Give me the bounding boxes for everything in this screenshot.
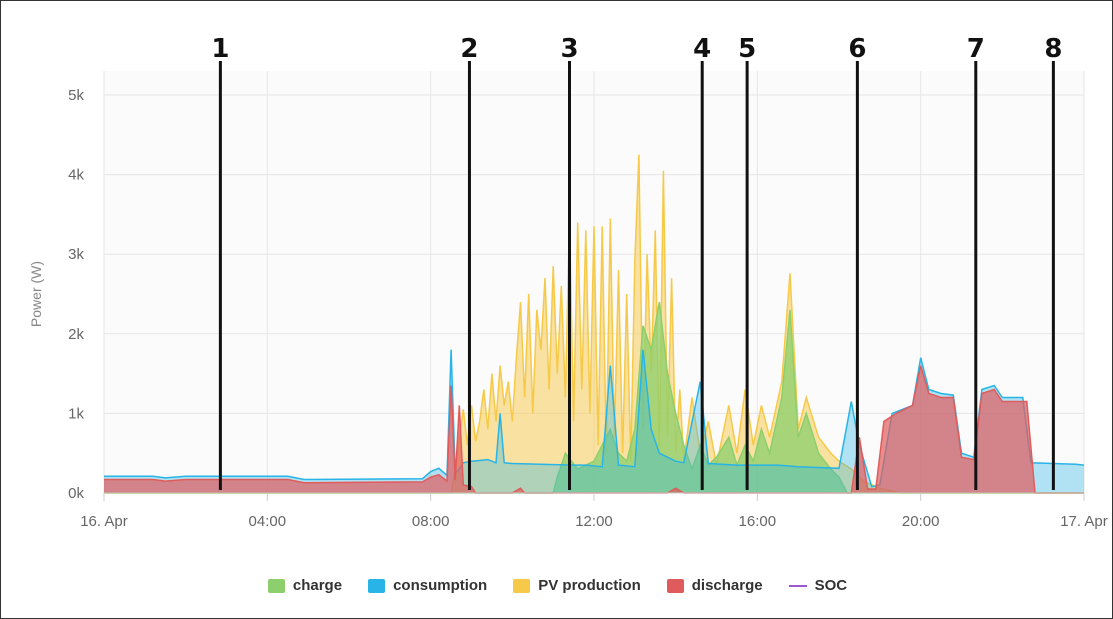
legend-swatch-discharge [666, 578, 684, 593]
legend-item-consumption[interactable]: consumption [368, 577, 487, 594]
legend-line-soc [788, 584, 807, 587]
x-tick-label: 16:00 [739, 513, 777, 530]
annotation-label-4: 4 [693, 34, 711, 64]
legend-swatch-pv-production [513, 578, 531, 593]
y-tick-label: 0k [68, 485, 84, 502]
x-tick-label: 20:00 [902, 513, 940, 530]
area-pv-production [104, 154, 1084, 493]
y-tick-label: 4k [68, 167, 84, 184]
x-tick-label: 16. Apr [80, 513, 128, 530]
line-pv-production [104, 154, 1084, 494]
annotation-label-7: 7 [967, 34, 985, 64]
annotation-label-6: 6 [848, 34, 866, 64]
annotation-label-8: 8 [1044, 34, 1062, 64]
x-tick-label: 17. Apr [1060, 513, 1108, 530]
legend-item-pv-production[interactable]: PV production [513, 577, 641, 594]
legend-swatch-charge [267, 578, 285, 593]
legend-item-discharge[interactable]: discharge [666, 577, 763, 594]
y-tick-label: 2k [68, 326, 84, 343]
y-axis-label: Power (W) [28, 261, 44, 327]
annotation-label-1: 1 [211, 34, 229, 64]
series-areas [104, 154, 1085, 494]
annotation-label-2: 2 [460, 34, 478, 64]
legend-label: consumption [393, 577, 488, 594]
y-tick-label: 3k [68, 246, 84, 263]
legend: charge consumption PV production dischar… [1, 577, 1112, 594]
legend-item-charge[interactable]: charge [267, 577, 343, 594]
legend-label: PV production [538, 577, 641, 594]
legend-label: SOC [814, 577, 848, 594]
y-tick-label: 5k [68, 87, 84, 104]
annotation-label-3: 3 [560, 34, 578, 64]
area-discharge [104, 365, 1084, 493]
legend-label: discharge [691, 577, 763, 594]
annotation-label-5: 5 [738, 34, 756, 64]
legend-item-soc[interactable]: SOC [788, 577, 848, 594]
x-tick-label: 08:00 [412, 513, 450, 530]
legend-label: charge [292, 577, 343, 594]
x-tick-label: 12:00 [575, 513, 613, 530]
axes: 0k 1k 2k 3k 4k 5k 16. Apr 04:00 08:00 12:00 16:00 2… [68, 87, 1108, 530]
legend-swatch-consumption [368, 578, 386, 593]
y-tick-label: 1k [68, 405, 84, 422]
x-tick-label: 04:00 [249, 513, 287, 530]
line-discharge [104, 365, 1084, 494]
